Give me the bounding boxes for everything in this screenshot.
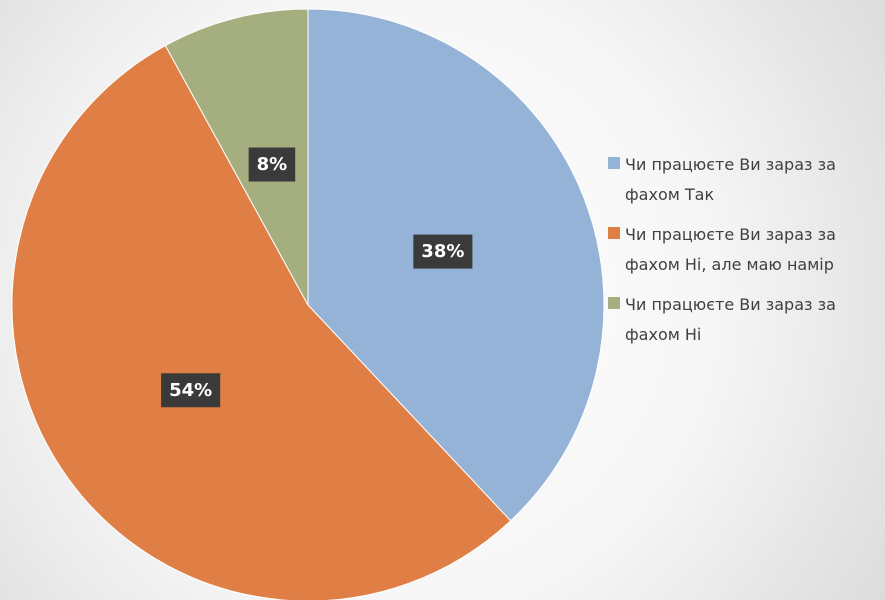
legend-item: Чи працюєте Ви зараз за фахом Ні (608, 290, 885, 350)
legend-swatch (608, 157, 620, 169)
pie-slice (11, 44, 512, 600)
legend-item: Чи працюєте Ви зараз за фахом Так (608, 150, 885, 210)
data-label-box (161, 373, 221, 408)
data-label: 54% (169, 380, 212, 401)
pie-slice (164, 8, 309, 306)
data-label: 8% (257, 154, 288, 175)
legend-label: Чи працюєте Ви зараз за фахом Ні, але ма… (625, 225, 836, 274)
legend-swatch (608, 297, 620, 309)
data-label-box (413, 234, 473, 269)
legend: Чи працюєте Ви зараз за фахом Так Чи прац… (608, 150, 885, 360)
data-label-box (248, 147, 296, 182)
legend-label: Чи працюєте Ви зараз за фахом Ні (625, 295, 836, 344)
legend-swatch (608, 227, 620, 239)
legend-label: Чи працюєте Ви зараз за фахом Так (625, 155, 836, 204)
data-label: 38% (421, 241, 464, 262)
legend-item: Чи працюєте Ви зараз за фахом Ні, але ма… (608, 220, 885, 280)
